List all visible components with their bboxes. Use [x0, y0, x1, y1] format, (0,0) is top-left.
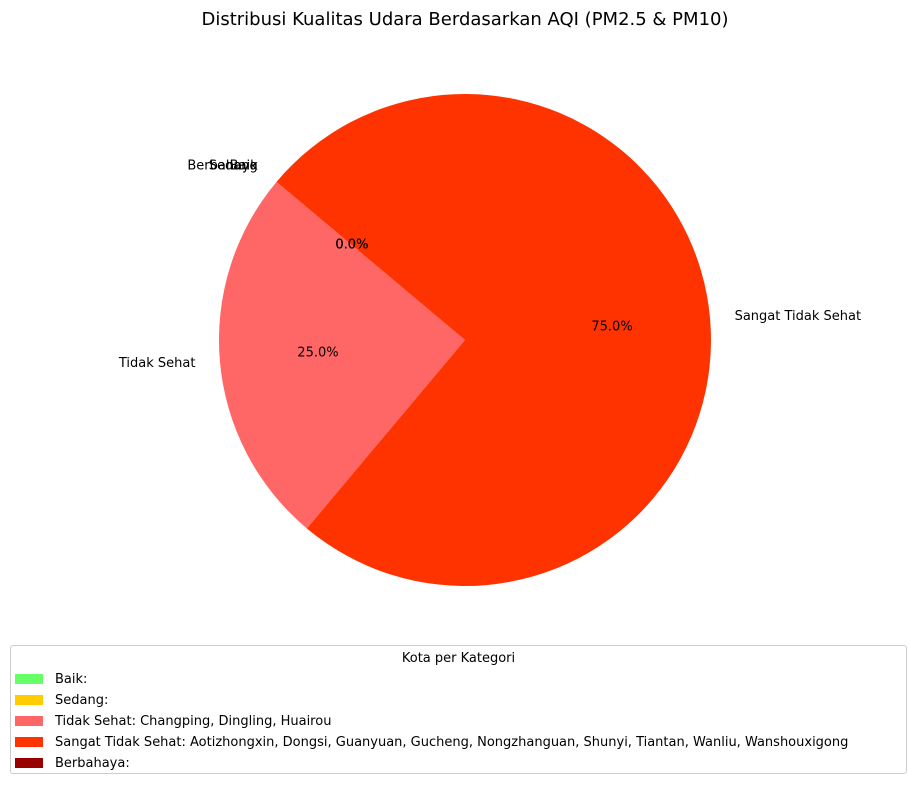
legend-swatch-tidak-sehat — [15, 716, 43, 726]
legend-swatch-sedang — [15, 695, 43, 705]
slice-label-tidak-sehat: Tidak Sehat — [118, 356, 196, 371]
legend-label-baik: Baik: — [55, 671, 88, 687]
slice-percent-baik: 0.0% — [335, 238, 368, 253]
slice-label-sangat-tidak-sehat: Sangat Tidak Sehat — [735, 309, 862, 324]
legend-swatch-sangat-tidak-sehat — [15, 737, 43, 747]
slice-percent-berbahaya: 0.0% — [335, 238, 368, 253]
legend-entry-sedang: Sedang: — [15, 691, 108, 709]
slice-percent-sangat-tidak-sehat: 75.0% — [591, 320, 632, 335]
slice-percent-sedang: 0.0% — [335, 238, 368, 253]
legend-label-sangat-tidak-sehat: Sangat Tidak Sehat: Aotizhongxin, Dongsi… — [55, 734, 849, 750]
legend-label-tidak-sehat: Tidak Sehat: Changping, Dingling, Huairo… — [55, 713, 332, 729]
legend-label-sedang: Sedang: — [55, 692, 109, 708]
pie-chart: Distribusi Kualitas Udara Berdasarkan AQ… — [118, 9, 861, 586]
pie-slice-sangat-tidak-sehat — [276, 94, 711, 586]
slice-percent-tidak-sehat: 25.0% — [297, 345, 338, 360]
legend-swatch-baik — [15, 674, 43, 684]
legend-entry-berbahaya: Berbahaya: — [15, 754, 130, 772]
legend-entry-baik: Baik: — [15, 670, 87, 688]
pie-slices — [218, 94, 711, 586]
legend-title: Kota per Kategori — [401, 651, 516, 666]
legend-swatch-berbahaya — [15, 758, 43, 768]
slice-label-sedang: Sedang — [209, 159, 258, 174]
legend: Kota per Kategori Baik: Sedang: Tidak Se… — [10, 645, 907, 774]
slice-label-berbahaya: Berbahaya — [187, 159, 257, 174]
legend-entry-sangat-tidak-sehat: Sangat Tidak Sehat: Aotizhongxin, Dongsi… — [15, 733, 848, 751]
chart-title: Distribusi Kualitas Udara Berdasarkan AQ… — [201, 9, 728, 30]
legend-label-berbahaya: Berbahaya: — [55, 755, 130, 771]
pie-slice-tidak-sehat — [218, 181, 465, 529]
slice-label-baik: Baik — [230, 159, 258, 174]
legend-entry-tidak-sehat: Tidak Sehat: Changping, Dingling, Huairo… — [15, 712, 331, 730]
